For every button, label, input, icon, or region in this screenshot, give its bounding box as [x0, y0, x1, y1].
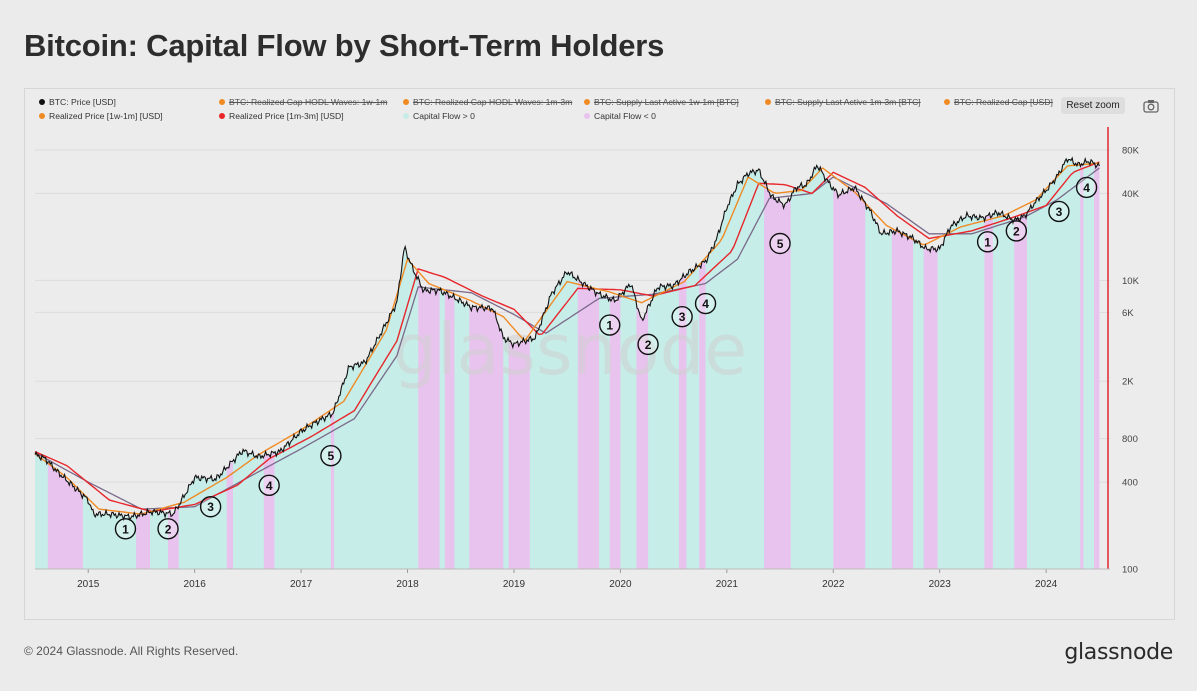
annotation-label: 3: [1056, 205, 1063, 219]
capital-flow-negative-band: [636, 302, 649, 569]
annotation-label: 4: [266, 479, 273, 493]
copyright-text: © 2024 Glassnode. All Rights Reserved.: [24, 644, 239, 658]
y-tick-label: 400: [1122, 478, 1138, 489]
annotation-label: 4: [702, 297, 709, 311]
x-tick-label: 2023: [929, 579, 952, 590]
y-tick-label: 6K: [1122, 308, 1134, 319]
chart-svg: glassnode 100 400 800 2K 6K 10K 40K 80K 2015 2016 2…: [34, 127, 1140, 590]
legend-item-flow-positive[interactable]: Capital Flow > 0: [403, 111, 475, 121]
capital-flow-negative-band: [444, 293, 455, 569]
legend-item-rp-1m3m[interactable]: Realized Price [1m-3m] [USD]: [219, 111, 344, 121]
annotation-circle: [599, 314, 621, 336]
legend-item-supply-1w1m[interactable]: BTC: Supply Last Active 1w-1m [BTC]: [584, 97, 739, 107]
annotation-circle: [199, 496, 222, 518]
annotation-circle: [320, 444, 342, 467]
capital-flow-negative-band: [469, 306, 504, 569]
annotation-circle: [976, 231, 999, 253]
annotation-circle: [671, 305, 693, 328]
legend-dot: [219, 113, 225, 119]
legend-dot: [219, 99, 225, 105]
capital-flow-negative-band: [577, 279, 600, 569]
y-tick-label: 2K: [1122, 377, 1134, 388]
annotation-circle: [637, 333, 659, 356]
capital-flow-negative-band: [508, 339, 530, 569]
capital-flow-negative-band: [418, 279, 440, 569]
legend-item-flow-negative[interactable]: Capital Flow < 0: [584, 111, 656, 121]
legend-dot: [39, 99, 45, 105]
annotation-circle: [258, 474, 280, 497]
annotation-label: 2: [1013, 224, 1020, 238]
watermark-text: glassnode: [393, 309, 747, 391]
capital-flow-negative-band: [609, 295, 621, 569]
annotation-label: 5: [777, 237, 784, 251]
camera-icon[interactable]: [1143, 99, 1159, 113]
legend-item-hodl-1m3m[interactable]: BTC: Realized Cap HODL Waves: 1m-3m: [403, 97, 572, 107]
annotation-label: 2: [645, 338, 652, 352]
legend-dot: [403, 99, 409, 105]
btc-price-line: [34, 156, 1100, 522]
legend-dot: [765, 99, 771, 105]
annotation-label: 1: [122, 522, 129, 536]
realized-price-1w1m-line: [34, 162, 1100, 515]
page-title: Bitcoin: Capital Flow by Short-Term Hold…: [24, 28, 665, 63]
legend-item-realized-cap[interactable]: BTC: Realized Cap [USD]: [944, 97, 1053, 107]
annotation-circle: [157, 518, 179, 540]
capital-flow-negative-band: [1014, 213, 1027, 569]
annotation-label: 3: [207, 500, 214, 514]
annotation-circle: [769, 232, 791, 255]
x-tick-label: 2015: [77, 579, 100, 590]
legend-item-rp-1w1m[interactable]: Realized Price [1w-1m] [USD]: [39, 111, 163, 121]
x-tick-label: 2018: [396, 579, 419, 590]
legend-item-hodl-1w1m[interactable]: BTC: Realized Cap HODL Waves: 1w-1m: [219, 97, 387, 107]
legend-dot: [584, 113, 590, 119]
y-tick-label: 10K: [1122, 276, 1140, 287]
capital-flow-negative-band: [1094, 163, 1100, 569]
annotation-circle: [114, 518, 137, 540]
capital-flow-negative-band: [136, 512, 150, 569]
legend-dot: [944, 99, 950, 105]
x-tick-label: 2017: [290, 579, 313, 590]
capital-flow-negative-band: [330, 410, 335, 569]
capital-flow-negative-band: [984, 214, 993, 569]
y-tick-label: 80K: [1122, 145, 1140, 156]
chart-panel: BTC: Price [USD] BTC: Realized Cap HODL …: [24, 88, 1175, 620]
x-tick-label: 2019: [503, 579, 526, 590]
legend-item-supply-1m3m[interactable]: BTC: Supply Last Active 1m-3m [BTC]: [765, 97, 921, 107]
x-tick-label: 2021: [716, 579, 739, 590]
y-tick-label: 800: [1122, 434, 1138, 445]
reset-zoom-button[interactable]: Reset zoom: [1061, 97, 1125, 114]
annotation-label: 4: [1083, 181, 1090, 195]
annotation-label: 5: [328, 449, 335, 463]
annotation-label: 1: [606, 319, 613, 333]
x-tick-label: 2022: [822, 579, 845, 590]
x-tick-label: 2020: [609, 579, 632, 590]
capital-flow-negative-band: [764, 181, 791, 569]
annotation-circle: [1075, 176, 1098, 199]
capital-flow-negative-band: [833, 187, 866, 569]
annotation-circle: [1048, 200, 1070, 223]
capital-flow-negative-band: [923, 247, 938, 569]
annotation-label: 3: [679, 310, 686, 324]
capital-flow-negative-band: [1080, 163, 1084, 569]
legend-dot: [584, 99, 590, 105]
legend-dot: [39, 113, 45, 119]
annotation-circle: [1005, 220, 1028, 242]
y-tick-label: 40K: [1122, 189, 1140, 200]
y-tick-label: 100: [1122, 565, 1138, 576]
annotation-circle: [694, 292, 717, 315]
capital-flow-negative-band: [699, 261, 706, 569]
x-tick-label: 2016: [184, 579, 207, 590]
x-tick-label: 2024: [1035, 579, 1058, 590]
capital-flow-negative-band: [263, 452, 275, 569]
legend-item-price[interactable]: BTC: Price [USD]: [39, 97, 116, 107]
legend-dot: [403, 113, 409, 119]
annotation-label: 1: [984, 235, 991, 249]
glassnode-logo: glassnode: [1064, 640, 1173, 665]
capital-flow-negative-band: [891, 230, 914, 569]
annotation-label: 2: [165, 522, 172, 536]
capital-flow-negative-band: [678, 274, 687, 569]
